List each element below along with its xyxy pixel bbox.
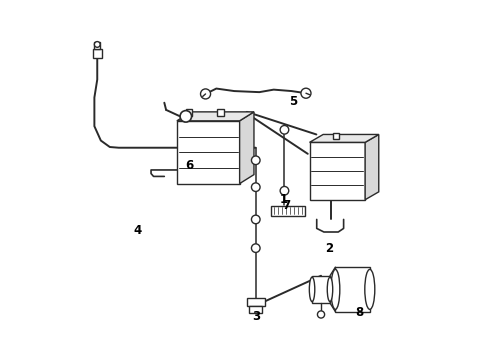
Bar	[217, 109, 223, 116]
Text: 1: 1	[280, 193, 288, 206]
Polygon shape	[177, 112, 254, 121]
Text: 5: 5	[289, 95, 297, 108]
Ellipse shape	[331, 269, 340, 309]
Bar	[95, 42, 100, 49]
Bar	[335, 267, 370, 312]
Circle shape	[251, 244, 260, 252]
Text: 8: 8	[356, 306, 364, 319]
Polygon shape	[310, 134, 379, 142]
Ellipse shape	[327, 277, 333, 302]
Text: 4: 4	[133, 224, 142, 237]
Circle shape	[200, 89, 211, 99]
Circle shape	[95, 41, 100, 47]
Circle shape	[280, 126, 289, 134]
Bar	[247, 298, 265, 306]
Bar	[310, 142, 365, 200]
Bar	[93, 49, 101, 58]
Bar	[249, 306, 262, 313]
Bar	[271, 206, 305, 216]
Text: 7: 7	[282, 199, 290, 212]
Bar	[312, 276, 330, 303]
Circle shape	[301, 88, 311, 98]
Text: 6: 6	[185, 159, 194, 172]
Bar	[177, 121, 240, 184]
Circle shape	[251, 215, 260, 224]
Polygon shape	[365, 134, 379, 200]
Ellipse shape	[365, 269, 375, 309]
Ellipse shape	[309, 277, 315, 302]
Text: 2: 2	[325, 242, 333, 255]
Bar	[186, 109, 192, 116]
Circle shape	[251, 183, 260, 192]
Text: 3: 3	[252, 310, 260, 324]
Circle shape	[251, 156, 260, 165]
Circle shape	[318, 311, 324, 318]
Circle shape	[180, 111, 192, 122]
Polygon shape	[240, 112, 254, 184]
Circle shape	[280, 186, 289, 195]
Bar	[333, 133, 339, 139]
